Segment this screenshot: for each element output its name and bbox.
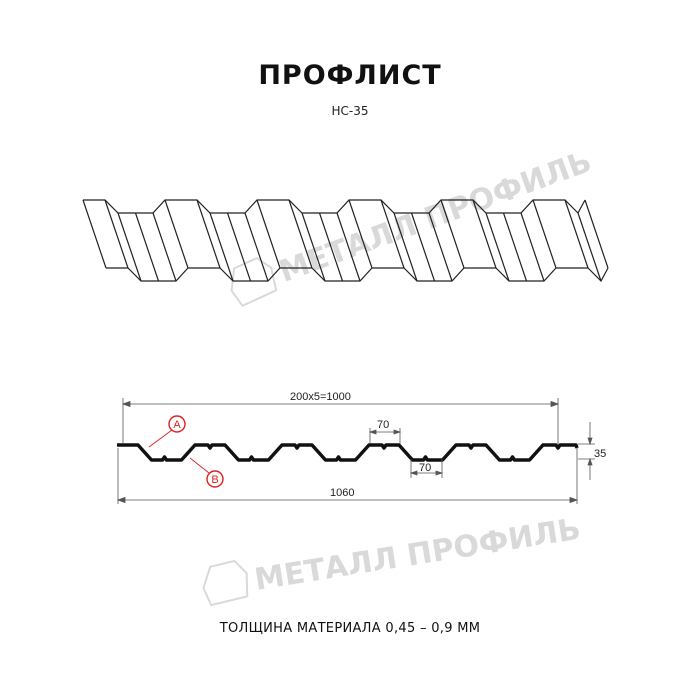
sheet-fold-line (256, 199, 281, 269)
sheet-fold-line (82, 199, 107, 269)
sheet-fold-line (380, 199, 405, 269)
marker-b: B (189, 457, 224, 488)
top-width-dimension (368, 428, 402, 444)
sheet-edge (83, 199, 586, 214)
sheet-rib-line (502, 212, 528, 282)
bottom-width-dimension (409, 459, 444, 478)
page-title: ПРОФЛИСТ (258, 60, 442, 91)
sheet-fold-line (104, 199, 129, 269)
sheet-fold-line (117, 212, 142, 282)
marker-a: A (148, 415, 186, 448)
sheet-edge (106, 267, 609, 282)
top-width-label: 70 (377, 419, 389, 431)
sheet-fold-line (520, 212, 545, 282)
sheet-fold-line (472, 199, 497, 269)
profile-model: НС-35 (331, 104, 369, 118)
sheet-rib-line (410, 212, 436, 282)
sheet-3d-view (82, 199, 609, 282)
sheet-fold-line (577, 212, 602, 282)
sheet-fold-line (301, 212, 326, 282)
sheet-fold-line (152, 212, 177, 282)
sheet-fold-line (584, 199, 609, 269)
cross-section: 200x5=1000 70 70 35 1060 A (116, 391, 606, 504)
height-label: 35 (594, 448, 606, 460)
watermark-text: МЕТАЛЛ ПРОФИЛЬ (252, 512, 583, 598)
sheet-fold-line (196, 199, 221, 269)
watermark-2: МЕТАЛЛ ПРОФИЛЬ (202, 512, 583, 607)
sheet-fold-line (428, 212, 453, 282)
profile-line (117, 443, 579, 462)
sheet-fold-line (288, 199, 313, 269)
sheet-fold-line (564, 199, 589, 269)
marker-b-label: B (211, 474, 218, 486)
sheet-fold-line (164, 199, 189, 269)
overall-width-label: 1060 (330, 487, 354, 499)
pitch-dimension (121, 398, 560, 444)
sheet-rib-line (134, 212, 160, 282)
sheet-rib-line (226, 212, 252, 282)
overall-width-dimension (116, 448, 579, 504)
sheet-fold-line (244, 212, 269, 282)
marker-a-label: A (173, 419, 181, 431)
height-dimension (578, 422, 595, 480)
sheet-fold-line (440, 199, 465, 269)
sheet-fold-line (348, 199, 373, 269)
bottom-width-label: 70 (419, 462, 431, 474)
pitch-total-label: 200x5=1000 (290, 391, 351, 403)
material-thickness: ТОЛЩИНА МАТЕРИАЛА 0,45 – 0,9 ММ (219, 621, 481, 636)
sheet-fold-line (209, 212, 234, 282)
sheet-rib-line (318, 212, 344, 282)
sheet-fold-line (393, 212, 418, 282)
sheet-fold-line (532, 199, 557, 269)
sheet-fold-line (485, 212, 510, 282)
sheet-fold-line (336, 212, 361, 282)
watermark-text: МЕТАЛЛ ПРОФИЛЬ (275, 144, 597, 290)
